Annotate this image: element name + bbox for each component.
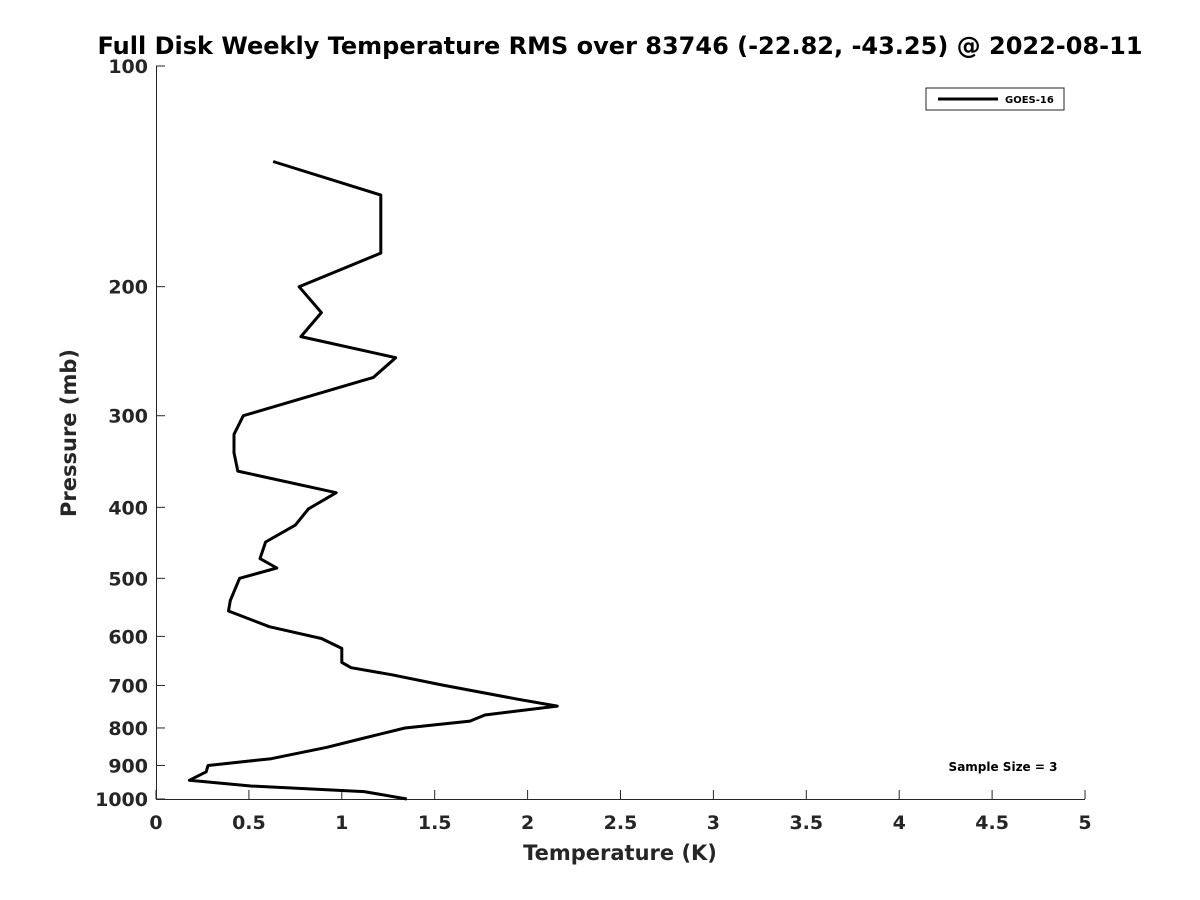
series-group: [187, 160, 559, 801]
x-tick-label: 4.5: [975, 812, 1009, 834]
sample-size-annotation: Sample Size = 3: [949, 760, 1058, 774]
axes: [156, 66, 1085, 800]
y-ticks: 100 200 300 400 500 600 700 800 900 1000: [95, 56, 165, 811]
x-tick-label: 0: [149, 812, 162, 834]
chart-title: Full Disk Weekly Temperature RMS over 83…: [97, 32, 1142, 60]
legend-label: GOES-16: [1005, 95, 1054, 106]
series-line: [187, 160, 559, 801]
y-tick-label: 500: [108, 568, 148, 590]
x-tick-label: 1: [335, 812, 348, 834]
x-tick-label: 2: [521, 812, 534, 834]
y-tick-label: 1000: [95, 789, 148, 811]
y-tick-label: 100: [108, 56, 148, 78]
x-tick-label: 1.5: [418, 812, 452, 834]
y-tick-label: 600: [108, 626, 148, 648]
x-ticks: 0 0.5 1 1.5 2 2.5 3 3.5 4 4.5 5: [149, 790, 1092, 834]
legend: GOES-16: [925, 87, 1065, 111]
x-tick-label: 5: [1078, 812, 1091, 834]
y-axis-label: Pressure (mb): [57, 349, 81, 517]
x-tick-label: 3: [707, 812, 720, 834]
y-tick-label: 300: [108, 406, 148, 428]
x-axis-label: Temperature (K): [523, 841, 717, 865]
y-tick-label: 200: [108, 277, 148, 299]
x-tick-label: 2.5: [604, 812, 638, 834]
y-tick-label: 700: [108, 675, 148, 697]
x-tick-label: 3.5: [789, 812, 823, 834]
x-tick-label: 0.5: [232, 812, 266, 834]
y-tick-label: 900: [108, 755, 148, 777]
y-tick-label: 400: [108, 497, 148, 519]
y-tick-label: 800: [108, 718, 148, 740]
x-tick-label: 4: [893, 812, 906, 834]
